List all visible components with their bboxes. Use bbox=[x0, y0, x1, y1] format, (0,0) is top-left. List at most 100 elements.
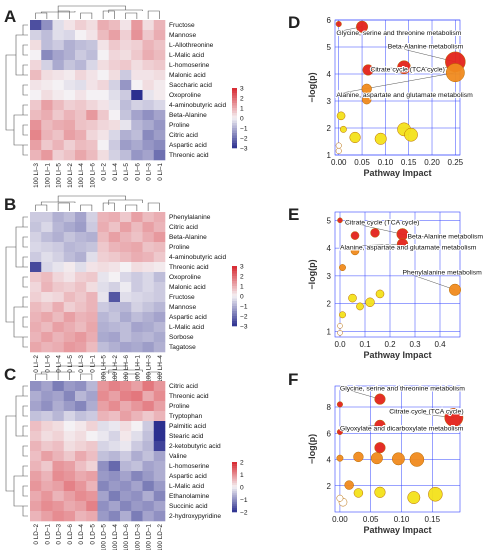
heatmap-cell bbox=[153, 312, 166, 323]
colorbar-segment bbox=[232, 311, 237, 314]
heatmap-cell bbox=[97, 110, 110, 121]
heatmap-cell bbox=[142, 110, 155, 121]
pathway-bubble bbox=[350, 231, 360, 240]
heatmap-cell bbox=[75, 90, 87, 101]
heatmap-cell bbox=[142, 262, 155, 273]
pathway-annotation: Citrate cycle (TCA cycle) bbox=[345, 220, 419, 227]
heatmap-cell bbox=[63, 50, 76, 61]
pathway-bubble bbox=[409, 452, 425, 467]
row-label: Threonic acid bbox=[169, 264, 209, 271]
heatmap-cell bbox=[63, 262, 76, 273]
heatmap-cell bbox=[97, 391, 110, 402]
column-label: 0 LI–3 bbox=[146, 163, 153, 181]
colorbar-segment bbox=[232, 115, 237, 119]
heatmap-cell bbox=[30, 431, 42, 442]
pathway-bubble bbox=[336, 454, 344, 462]
row-label: 4-aminobutyric acid bbox=[169, 102, 227, 109]
heatmap-cell bbox=[108, 302, 121, 313]
heatmap-cell bbox=[120, 342, 132, 353]
heatmap-cell bbox=[120, 282, 132, 293]
column-label: 100 LI–5 bbox=[56, 163, 63, 188]
heatmap-cell bbox=[142, 40, 155, 51]
colorbar-segment bbox=[232, 484, 237, 488]
heatmap-cell bbox=[142, 232, 155, 243]
heatmap-cell bbox=[52, 322, 65, 333]
heatmap-cell bbox=[108, 120, 121, 131]
heatmap-cell bbox=[153, 40, 166, 51]
heatmap-cell bbox=[120, 212, 132, 223]
heatmap-cell bbox=[142, 30, 155, 41]
heatmap-cell bbox=[153, 471, 166, 482]
x-tick-label: 0.05 bbox=[363, 515, 379, 524]
heatmap-cell bbox=[120, 302, 132, 313]
y-tick-label: 6 bbox=[327, 429, 332, 438]
heatmap-cell bbox=[153, 272, 166, 283]
heatmap-cell bbox=[75, 342, 87, 353]
heatmap-cell bbox=[131, 80, 143, 91]
heatmap-cell bbox=[108, 110, 121, 121]
heatmap-cell bbox=[120, 441, 132, 452]
heatmap-cell bbox=[120, 140, 132, 151]
heatmap-cell bbox=[108, 511, 121, 522]
heatmap-cell bbox=[120, 471, 132, 482]
heatmap-cell bbox=[52, 391, 65, 402]
colorbar-segment bbox=[232, 474, 237, 477]
heatmap-cell bbox=[52, 80, 65, 91]
heatmap-cell bbox=[52, 272, 65, 283]
y-tick-label: 1 bbox=[327, 327, 332, 336]
heatmap-cell bbox=[30, 222, 42, 233]
pathway-bubble bbox=[365, 297, 375, 307]
pathway-bubble bbox=[337, 323, 343, 329]
colorbar-tick-label: −2 bbox=[240, 510, 248, 517]
row-label: Valine bbox=[169, 453, 187, 460]
heatmap-cell bbox=[120, 90, 132, 101]
heatmap-cell bbox=[41, 451, 53, 462]
heatmap-cell bbox=[153, 80, 166, 91]
heatmap-cell bbox=[131, 481, 143, 492]
pathway-annotation: Citrate cycle (TCA cycle) bbox=[370, 66, 444, 73]
heatmap-cell bbox=[86, 242, 98, 253]
heatmap-cell bbox=[86, 292, 98, 303]
colorbar-segment bbox=[232, 128, 237, 131]
heatmap-cell bbox=[120, 120, 132, 131]
heatmap-cell bbox=[63, 282, 76, 293]
heatmap-cell bbox=[108, 501, 121, 512]
x-tick-label: 0.00 bbox=[331, 158, 347, 167]
annotation-leader bbox=[389, 410, 454, 418]
heatmap-cell bbox=[30, 242, 42, 253]
colorbar-segment bbox=[232, 286, 237, 289]
heatmap-cell bbox=[30, 411, 42, 422]
heatmap-cell bbox=[30, 302, 42, 313]
pathway-annotation: Alanine, aspartate and glutamate metabol… bbox=[340, 245, 477, 252]
row-dendrogram bbox=[5, 385, 28, 517]
row-label: Tagatose bbox=[169, 344, 196, 351]
heatmap-cell bbox=[142, 60, 155, 71]
x-tick-label: 0.15 bbox=[425, 515, 441, 524]
heatmap-cell bbox=[75, 60, 87, 71]
column-label: 0 LI–1 bbox=[89, 355, 96, 373]
heatmap-cell bbox=[86, 501, 98, 512]
heatmap-cell bbox=[153, 20, 166, 31]
x-tick-label: 0.10 bbox=[378, 158, 394, 167]
heatmap-cell bbox=[131, 292, 143, 303]
heatmap-cell bbox=[131, 212, 143, 223]
heatmap-cell bbox=[52, 471, 65, 482]
colorbar-segment bbox=[232, 266, 237, 269]
heatmap-cell bbox=[52, 501, 65, 512]
column-label: 100 LI–3 bbox=[33, 163, 40, 188]
heatmap-cell bbox=[75, 302, 87, 313]
heatmap-cell bbox=[120, 421, 132, 432]
panel-label-a: A bbox=[4, 7, 16, 26]
heatmap-cell bbox=[63, 80, 76, 91]
row-label: Mannose bbox=[169, 32, 196, 39]
colorbar-tick-label: 0 bbox=[240, 485, 244, 492]
heatmap-cell bbox=[63, 441, 76, 452]
heatmap-cell bbox=[120, 242, 132, 253]
heatmap-cell bbox=[63, 342, 76, 353]
heatmap-cell bbox=[52, 302, 65, 313]
colorbar-tick-label: 2 bbox=[240, 460, 244, 467]
heatmap-cell bbox=[120, 411, 132, 422]
colorbar-segment bbox=[232, 95, 237, 99]
heatmap-cell bbox=[41, 120, 53, 131]
heatmap-cell bbox=[30, 80, 42, 91]
